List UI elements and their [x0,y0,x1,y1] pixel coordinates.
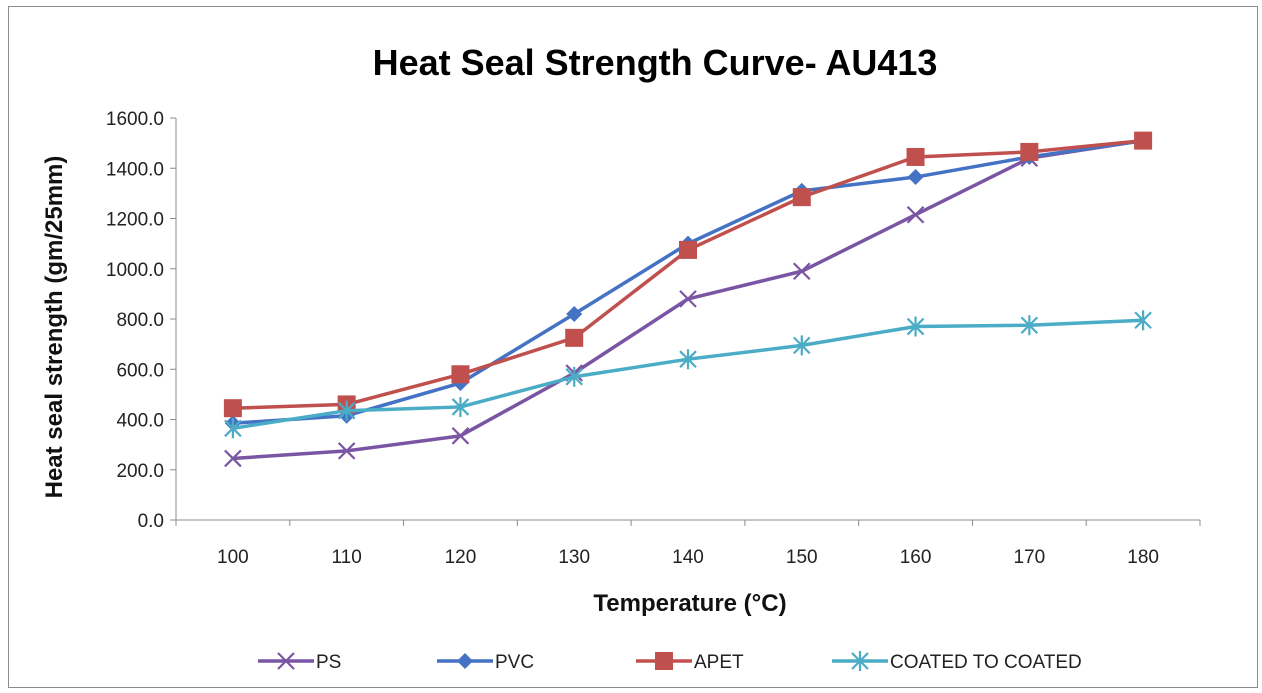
legend-item-apet: APET [636,652,744,673]
x-tick-label: 110 [332,547,362,568]
legend: PS PVC APET COATED TO COATED [258,651,1082,673]
data-point-ps [906,205,925,224]
x-tick-label: 180 [1127,547,1159,568]
data-point-apet [451,365,470,384]
data-point-coated-to-coated [679,349,697,370]
legend-label: PVC [495,652,534,673]
legend-label: APET [694,652,744,673]
legend-swatch-marker [851,651,869,671]
x-tick-label: 150 [786,547,818,568]
data-point-apet [679,240,697,259]
legend-swatch-marker [277,652,295,670]
data-point-ps [224,449,242,468]
data-point-pvc [566,305,583,322]
y-tick-label: 400.0 [116,411,164,432]
legend-item-coated-to-coated: COATED TO COATED [832,651,1082,673]
legend-swatch-marker [457,653,473,669]
x-tick-label: 140 [672,547,704,568]
legend-item-pvc: PVC [437,652,534,673]
data-point-apet [906,147,925,166]
series-apet [223,131,1153,418]
y-tick-label: 600.0 [116,360,164,381]
y-tick-label: 1000.0 [106,260,164,281]
data-point-coated-to-coated [337,400,356,421]
series-line-coated-to-coated [232,318,1144,431]
data-point-coated-to-coated [451,396,470,417]
y-tick-label: 800.0 [116,310,164,331]
data-point-apet [565,328,584,347]
legend-label: PS [316,652,341,673]
data-point-apet [1020,142,1039,161]
series-pvc [224,132,1152,432]
data-point-ps [337,442,356,460]
data-point-coated-to-coated [906,316,925,337]
data-point-apet [223,399,242,418]
x-tick-label: 130 [558,547,590,568]
data-point-ps [679,290,697,308]
chart-title: Heat Seal Strength Curve- AU413 [373,42,938,83]
y-tick-label: 1600.0 [106,109,164,130]
data-point-coated-to-coated [224,418,242,439]
legend-label: COATED TO COATED [890,652,1082,673]
x-tick-label: 170 [1013,547,1045,568]
data-point-coated-to-coated [565,366,583,387]
series-ps [224,131,1152,468]
data-point-coated-to-coated [1134,310,1152,331]
series-coated-to-coated [224,310,1152,439]
data-point-coated-to-coated [793,335,811,356]
data-point-apet [1134,131,1153,150]
y-axis-title: Heat seal strength (gm/25mm) [41,156,68,499]
legend-item-ps: PS [258,652,341,673]
y-tick-label: 200.0 [116,461,164,482]
x-tick-label: 120 [445,547,477,568]
y-axis-ticks: 0.0 200.0 400.0 600.0 800.0 1000.0 1200.0 1400.… [106,109,176,532]
chart-frame [8,6,1258,688]
data-point-apet [792,188,811,207]
y-tick-label: 1400.0 [106,159,164,180]
y-tick-label: 1200.0 [106,210,164,231]
data-point-pvc [907,169,924,186]
data-point-ps [451,427,470,445]
x-tick-label: 100 [217,547,249,568]
data-point-coated-to-coated [1020,315,1039,336]
series-line-pvc [232,138,1144,426]
axes [175,118,1200,521]
x-axis-title: Temperature (°C) [593,590,786,617]
x-tick-label: 160 [900,547,932,568]
series-layer [223,131,1153,468]
x-axis-ticks: 100 110 120 130 140 150 160 170 180 [175,520,1201,568]
legend-swatch-marker [655,652,673,670]
y-tick-label: 0.0 [138,511,164,532]
data-point-ps [793,262,811,281]
